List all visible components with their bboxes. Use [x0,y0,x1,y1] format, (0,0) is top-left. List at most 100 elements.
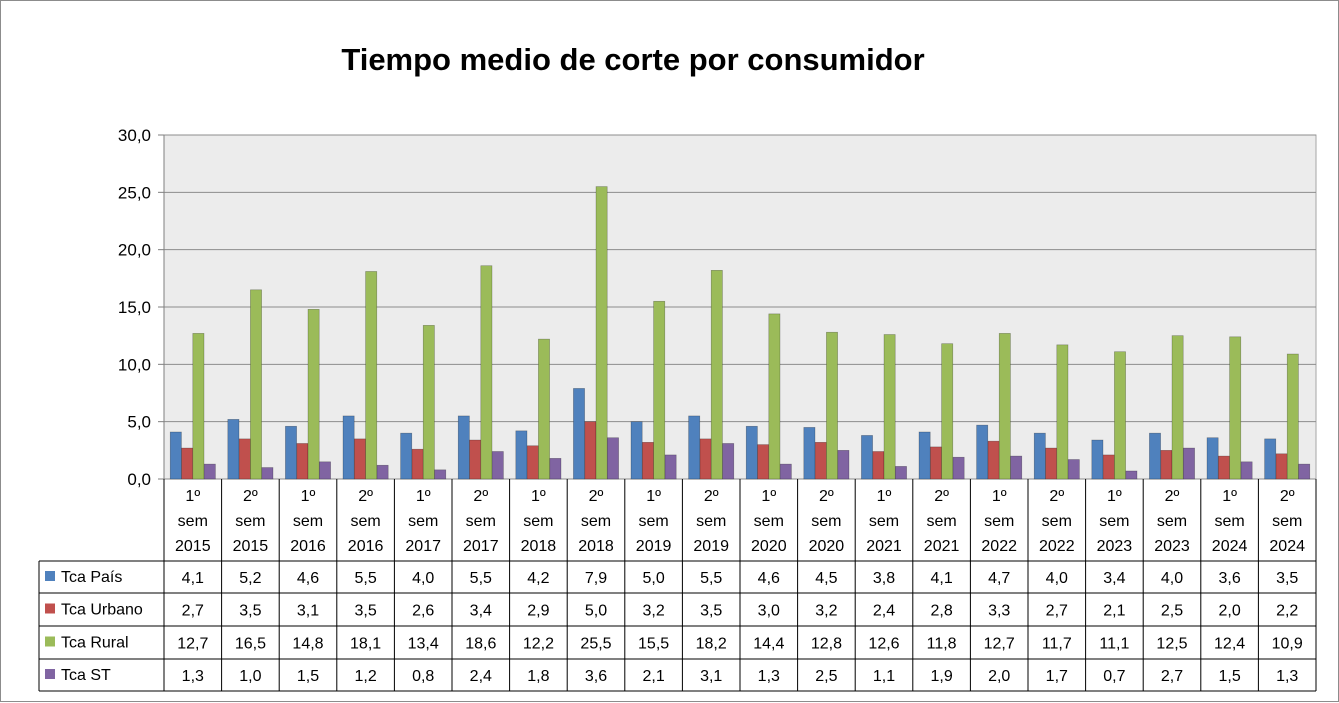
bar-tca-pa-s-9 [688,415,701,480]
bar-tca-rural-14 [998,333,1011,480]
bar-tca-pa-s-4 [400,432,413,480]
bar-tca-rural-15 [1056,344,1069,480]
table-cell: 1,5 [1218,668,1240,685]
category-label: 2020 [809,538,845,555]
table-cell: 2,4 [470,668,492,685]
bar-tca-urbano-15 [1045,447,1058,480]
table-cell: 2,7 [1046,603,1068,620]
category-label: 2021 [924,538,960,555]
bar-tca-rural-12 [883,334,896,480]
category-label: sem [293,513,323,530]
table-cell: 3,5 [354,603,376,620]
table-cell: 18,1 [350,636,381,653]
table-cell: 2,7 [1161,668,1183,685]
category-label: 2015 [175,538,211,555]
table-cell: 5,5 [354,570,376,587]
table-cell: 4,1 [930,570,952,587]
table-cell: 11,1 [1099,636,1129,653]
table-cell: 3,4 [470,603,492,620]
bar-tca-urbano-17 [1160,450,1173,480]
table-cell: 12,4 [1214,636,1245,653]
bar-tca-rural-5 [480,265,493,480]
bar-tca-pa-s-14 [976,424,989,480]
legend-label: Tca ST [61,667,111,684]
table-cell: 4,6 [758,570,780,587]
bar-tca-st-9 [722,443,735,480]
table-cell: 14,4 [753,636,784,653]
category-label: sem [1272,513,1302,530]
category-label: 2º [934,488,949,505]
category-label: 1º [185,488,200,505]
category-label: 2016 [348,538,384,555]
legend-key [45,603,55,614]
table-cell: 1,7 [1046,668,1068,685]
category-label: 2024 [1269,538,1305,555]
bar-tca-rural-0 [192,333,205,480]
table-cell: 3,5 [700,603,722,620]
bars [169,186,1311,480]
table-cell: 4,1 [182,570,204,587]
table-cell: 25,5 [580,636,611,653]
table-cell: 3,5 [1276,570,1298,587]
table-cell: 14,8 [292,636,323,653]
category-label: 2017 [405,538,441,555]
category-label: 2022 [1039,538,1075,555]
bar-tca-pa-s-19 [1264,438,1277,480]
category-label: sem [1042,513,1072,530]
table-cell: 2,6 [412,603,434,620]
table-cell: 1,0 [239,668,261,685]
category-label: 1º [646,488,661,505]
category-label: sem [1099,513,1129,530]
table-cell: 10,9 [1272,636,1303,653]
table-cell: 1,8 [527,668,549,685]
table-cell: 1,3 [758,668,780,685]
category-label: 2017 [463,538,499,555]
legend-label: Tca Rural [61,635,129,652]
bar-tca-rural-11 [826,331,838,480]
table-cell: 1,2 [354,668,376,685]
table-cell: 11,8 [927,636,957,653]
table-cell: 15,5 [638,636,669,653]
bar-tca-urbano-19 [1275,453,1288,480]
table-cell: 3,1 [700,668,722,685]
bar-tca-pa-s-5 [457,415,470,480]
bar-tca-st-14 [1010,455,1023,480]
category-label: sem [811,513,841,530]
legend-key [45,571,55,581]
table-cell: 18,2 [696,636,727,653]
bar-tca-urbano-18 [1218,455,1230,480]
table-cell: 3,6 [1218,570,1240,587]
table-cell: 18,6 [465,636,496,653]
bar-tca-rural-7 [595,186,608,480]
bar-tca-st-6 [549,458,562,480]
category-label: 2º [819,488,834,505]
bar-tca-pa-s-2 [285,425,297,480]
table-cell: 1,5 [297,668,319,685]
table-cell: 1,3 [1276,668,1298,685]
bar-tca-rural-10 [768,313,781,480]
category-label: 2021 [866,538,902,555]
table-cell: 3,2 [642,603,664,620]
category-label: sem [523,513,553,530]
table-cell: 13,4 [408,636,439,653]
bar-tca-st-3 [376,464,389,480]
bar-tca-urbano-3 [354,438,366,480]
table-cell: 2,1 [642,668,664,685]
category-label: 2º [1280,488,1295,505]
table-cell: 16,5 [235,636,266,653]
table-cell: 4,2 [527,570,549,587]
category-label: 2023 [1097,538,1133,555]
category-label: 2019 [636,538,672,555]
table-cell: 2,2 [1276,603,1298,620]
y-tick-label: 30,0 [118,126,151,145]
category-label: sem [235,513,265,530]
category-label: 1º [877,488,892,505]
bar-tca-pa-s-15 [1033,432,1046,480]
table-cell: 12,7 [984,636,1015,653]
category-label: 2º [473,488,488,505]
table-cell: 3,2 [815,603,837,620]
category-label: 2º [1165,488,1180,505]
category-label: sem [1157,513,1187,530]
bar-tca-urbano-5 [469,439,482,480]
